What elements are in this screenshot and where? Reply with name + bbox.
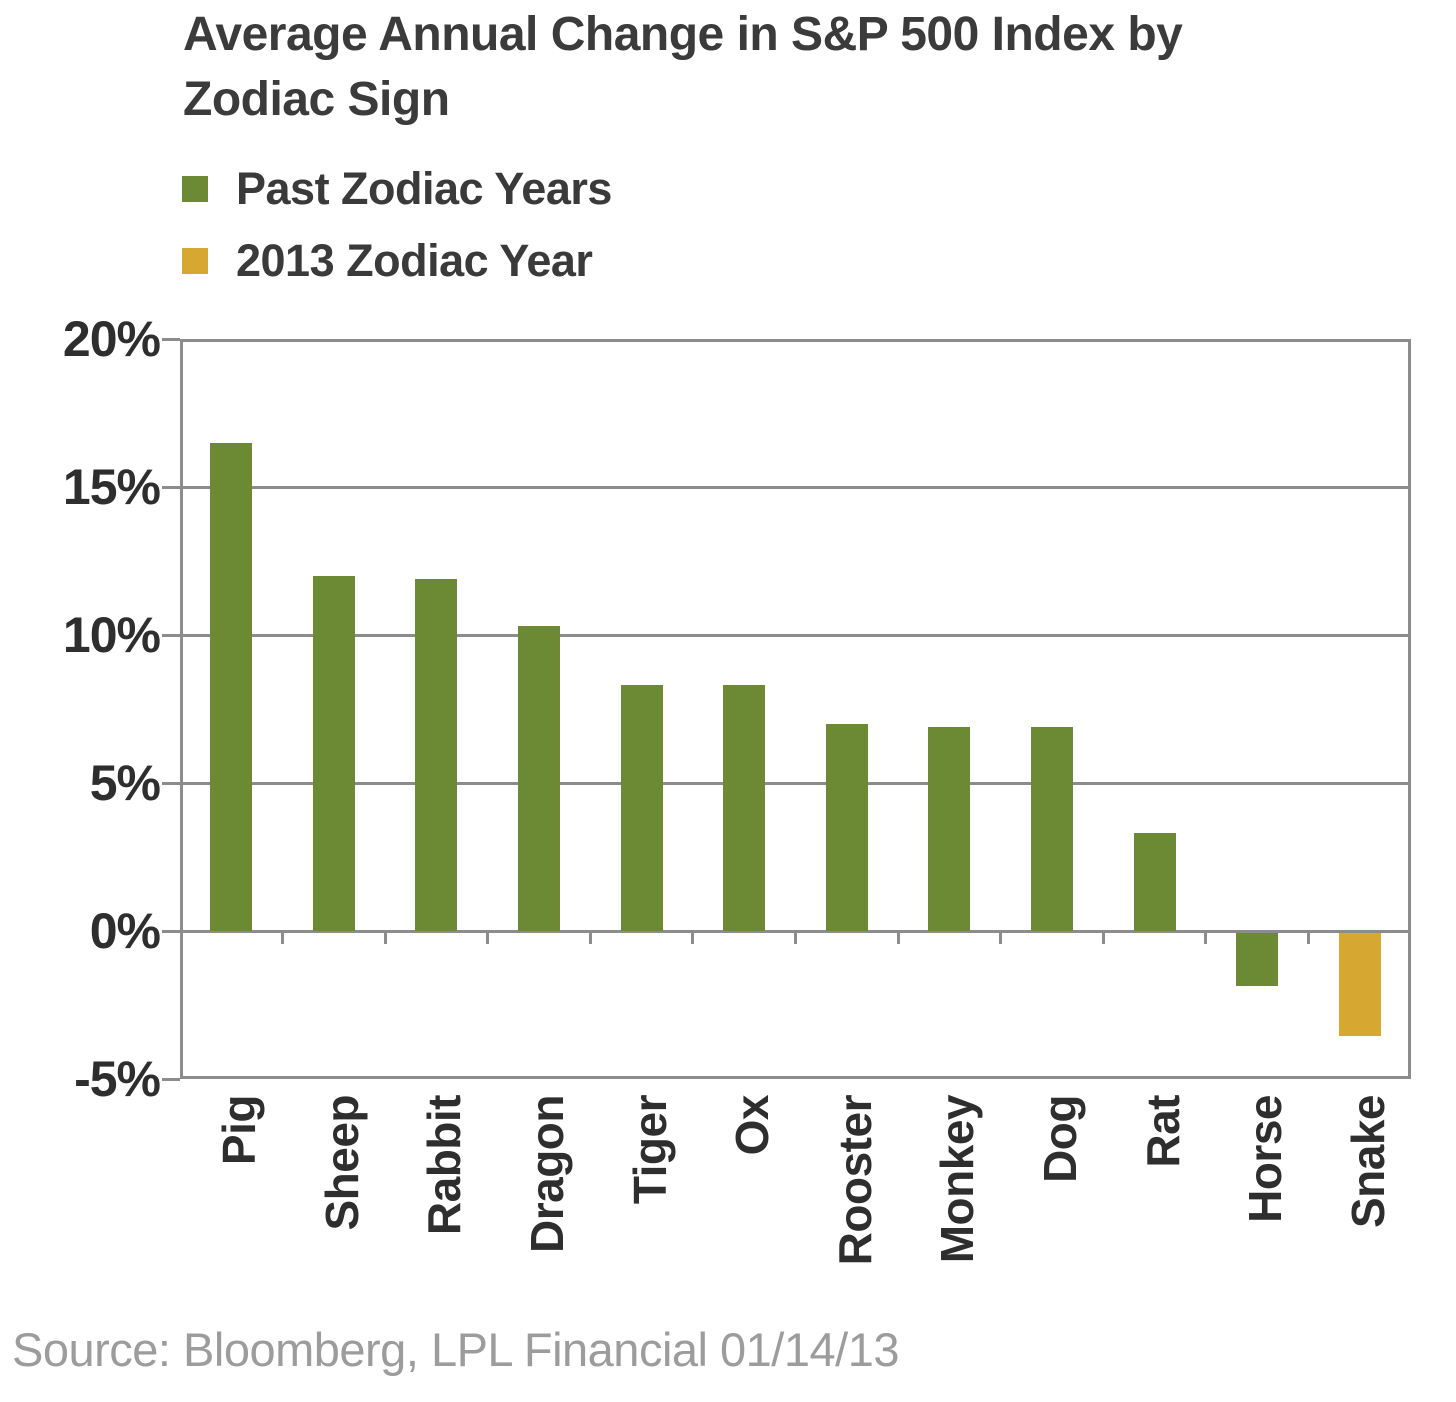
y-axis-tick-label: 20% <box>62 311 161 367</box>
y-axis-tick-mark <box>162 781 180 785</box>
bar-dog <box>1030 726 1073 931</box>
x-axis-tick-mark <box>383 931 387 944</box>
x-axis-category-label-sheep: Sheep <box>315 1095 368 1231</box>
x-axis-category-label-pig: Pig <box>213 1095 266 1166</box>
bar-rat <box>1133 833 1176 931</box>
x-axis-category-label-monkey: Monkey <box>931 1095 984 1264</box>
source-attribution: Source: Bloomberg, LPL Financial 01/14/1… <box>12 1323 899 1376</box>
y-axis-tick-mark <box>162 929 180 933</box>
x-axis-tick-mark <box>588 931 592 944</box>
x-axis-category-label-rooster: Rooster <box>828 1095 881 1266</box>
bar-dragon <box>518 626 561 931</box>
x-axis-tick-mark <box>486 931 490 944</box>
x-axis-category-label-snake: Snake <box>1341 1095 1394 1229</box>
x-axis-tick-mark <box>281 931 285 944</box>
legend-label: Past Zodiac Years <box>236 163 612 214</box>
bar-tiger <box>620 685 663 931</box>
gridline-15% <box>183 485 1408 489</box>
x-axis-category-label-ox: Ox <box>726 1095 779 1156</box>
x-axis-tick-mark <box>896 931 900 944</box>
bar-pig <box>210 442 253 931</box>
x-axis-category-label-tiger: Tiger <box>623 1095 676 1205</box>
x-axis-tick-mark <box>1204 931 1208 944</box>
bar-rabbit <box>415 578 458 931</box>
x-axis-tick-mark <box>1306 931 1310 944</box>
y-axis-tick-mark <box>162 485 180 489</box>
y-axis-tick-label: 10% <box>62 607 161 663</box>
x-axis-category-label-dog: Dog <box>1033 1095 1086 1183</box>
x-axis-category-label-dragon: Dragon <box>521 1095 574 1253</box>
y-axis-tick-mark <box>162 1077 180 1081</box>
y-axis-tick-label: 15% <box>62 459 161 515</box>
x-axis-category-label-rat: Rat <box>1136 1095 1189 1168</box>
legend-swatch-gold-icon <box>182 248 208 274</box>
legend-label: 2013 Zodiac Year <box>236 235 593 286</box>
bar-rooster <box>825 723 868 931</box>
y-axis-tick-mark <box>162 633 180 637</box>
y-axis-tick-label: -5% <box>74 1051 161 1107</box>
gridline-10% <box>183 633 1408 637</box>
x-axis-category-label-horse: Horse <box>1239 1095 1292 1223</box>
bar-sheep <box>312 575 355 931</box>
x-axis-tick-mark <box>691 931 695 944</box>
x-axis-tick-mark <box>1101 931 1105 944</box>
x-axis-tick-mark <box>794 931 797 944</box>
legend-swatch-green-icon <box>182 176 208 202</box>
legend: Past Zodiac Years 2013 Zodiac Year <box>182 163 612 308</box>
legend-item-2013-zodiac-year: 2013 Zodiac Year <box>182 235 612 286</box>
y-axis-tick-mark <box>162 337 180 341</box>
y-axis-tick-label: 5% <box>89 755 161 811</box>
y-axis-tick-label: 0% <box>89 903 161 959</box>
bar-horse <box>1236 932 1279 986</box>
bar-monkey <box>928 726 971 931</box>
gridline-5% <box>183 781 1408 785</box>
x-axis-tick-mark <box>999 931 1003 944</box>
legend-item-past-zodiac-years: Past Zodiac Years <box>182 163 612 214</box>
x-axis-category-label-rabbit: Rabbit <box>418 1095 471 1236</box>
bar-snake <box>1338 932 1381 1037</box>
plot-area <box>180 339 1411 1079</box>
bar-ox <box>723 685 766 931</box>
chart-title: Average Annual Change in S&P 500 Index b… <box>183 8 1183 126</box>
